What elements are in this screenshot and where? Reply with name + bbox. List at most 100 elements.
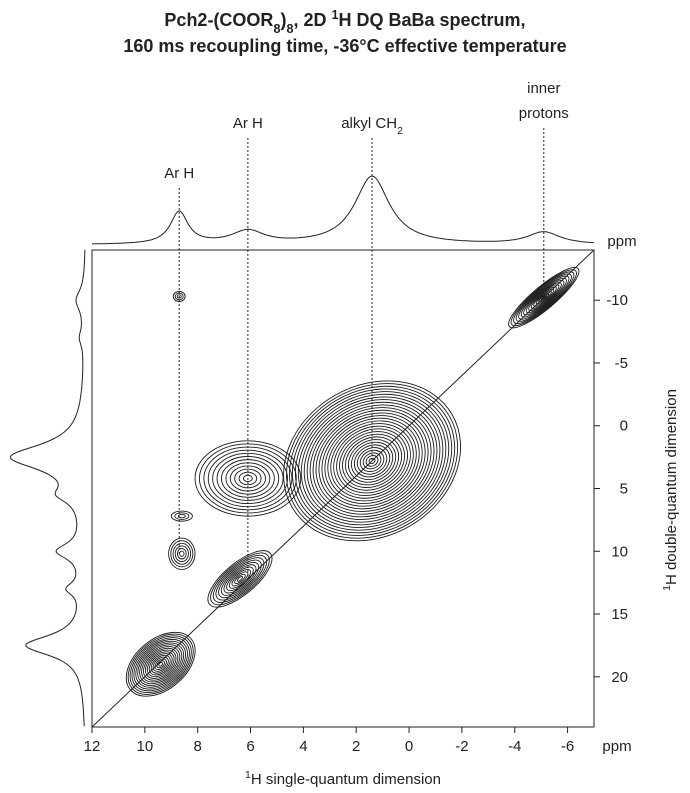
contour-line [174, 512, 190, 520]
contour-line [133, 638, 188, 690]
chart-title-part: 1 [331, 8, 338, 22]
contour-line [156, 660, 165, 669]
contour-line [508, 267, 580, 329]
peak [508, 267, 580, 329]
contour-line [530, 286, 557, 309]
contour-line [518, 275, 570, 320]
contour-line [283, 380, 462, 542]
annotation-text: protons [519, 105, 569, 122]
x-tick-label: 2 [352, 738, 360, 755]
contour-line [176, 294, 182, 299]
chart-title-part: 8 [273, 22, 280, 36]
contour-line [174, 545, 189, 563]
contour-line [127, 633, 194, 695]
contour-line [520, 277, 567, 318]
annotation-sub: 2 [397, 125, 403, 137]
chart-title-part: ) [280, 10, 286, 30]
contour-line [525, 282, 562, 314]
y-tick-label: 20 [611, 669, 628, 686]
annotation: Ar H [233, 115, 263, 132]
y-unit: ppm [607, 233, 636, 250]
contour-line [356, 447, 388, 475]
contour-line [515, 273, 572, 322]
contour-line [168, 537, 196, 570]
contour-line [143, 647, 179, 681]
chart-title-part: 8 [286, 22, 293, 36]
annotation: alkyl CH2 [341, 115, 403, 137]
x-axis-label: 1H single-quantum dimension [245, 769, 441, 788]
contour-line [141, 646, 181, 683]
contour-line [309, 404, 435, 518]
left-projection [9, 249, 86, 727]
contour-line [348, 439, 397, 483]
contour-line [170, 510, 193, 522]
annotation-text: alkyl CH [341, 115, 397, 132]
peak [168, 537, 196, 570]
contour-line [177, 513, 186, 519]
contour-line [125, 631, 196, 697]
contour-line [318, 412, 426, 510]
contour-line [154, 658, 167, 671]
contour-line [179, 550, 185, 557]
chart-title-part: , 2D [293, 10, 331, 30]
contour-line [236, 576, 244, 582]
contour-line [223, 564, 257, 594]
contour-line [139, 644, 183, 685]
annotation: inner [527, 80, 560, 97]
annotation: Ar H [164, 165, 194, 182]
contour-line [297, 393, 447, 528]
contour-line [294, 391, 450, 531]
contour-line [207, 550, 273, 608]
contour-line [150, 654, 171, 674]
contour-line [350, 441, 394, 480]
contour-line [368, 457, 376, 464]
contour-line [312, 407, 432, 515]
contour-line [286, 383, 459, 539]
contour-line [315, 409, 429, 512]
contour-line [194, 440, 302, 517]
contour-line [303, 399, 441, 523]
contour-line [152, 656, 169, 672]
contour-line [144, 649, 177, 679]
contour-line [291, 388, 453, 534]
x-tick-label: -6 [561, 738, 574, 755]
contour-line [528, 284, 560, 312]
peak [125, 631, 196, 697]
contour-line [362, 452, 382, 470]
peak [283, 380, 462, 542]
peak [170, 510, 193, 522]
y-axis-label-part: H double-quantum dimension [663, 389, 680, 585]
contour-line [538, 292, 550, 303]
contour-line [513, 271, 575, 324]
contour-line [353, 444, 391, 478]
x-axis-label-part: 1 [245, 769, 251, 781]
chart-title: Pch2-(COOR8)8, 2D 1H DQ BaBa spectrum, [164, 8, 525, 36]
contour-line [339, 431, 405, 491]
x-tick-label: 6 [246, 738, 254, 755]
y-tick-label: -10 [606, 292, 628, 309]
y-tick-label: -5 [615, 355, 628, 372]
contour-line [540, 295, 547, 301]
chart-title: 160 ms recoupling time, -36°C effective … [123, 36, 566, 56]
contour-line [289, 385, 456, 536]
contour-line [330, 423, 414, 499]
contour-line [333, 425, 411, 496]
contour-line [238, 471, 258, 486]
contour-line [365, 455, 379, 467]
x-axis-label-part: H single-quantum dimension [251, 771, 441, 788]
x-tick-label: 8 [194, 738, 202, 755]
contour-line [158, 662, 164, 667]
contour-line [321, 415, 423, 507]
x-tick-label: 12 [84, 738, 101, 755]
contour-line [226, 566, 254, 592]
contour-line [170, 540, 194, 568]
contour-line [523, 280, 565, 316]
contour-line [510, 269, 577, 327]
contour-line [135, 640, 186, 688]
contour-line [131, 637, 190, 692]
y-tick-label: 0 [620, 418, 628, 435]
contour-line [300, 396, 444, 526]
contour-line [324, 417, 420, 504]
x-tick-label: 4 [299, 738, 307, 755]
